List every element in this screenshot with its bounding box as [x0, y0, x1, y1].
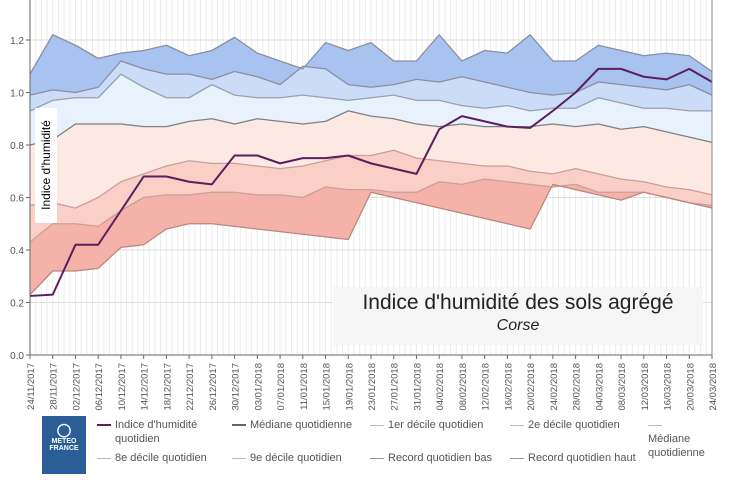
y-tick-label: 0.0: [10, 351, 24, 362]
x-tick-label: 24/11/2017: [26, 363, 37, 410]
band-1: [30, 61, 712, 111]
y-axis-label: Indice d'humidité: [39, 120, 53, 210]
legend-swatch-icon: [232, 457, 246, 459]
legend-swatch-icon: [370, 424, 384, 426]
band-5: [30, 179, 712, 295]
logo-text-2: FRANCE: [49, 445, 79, 452]
legend-label: Médiane quotidienne: [250, 419, 353, 431]
legend-label: 9e décile quotidien: [250, 452, 342, 464]
logo-emblem-icon: ◯: [56, 422, 72, 437]
y-tick-label: 0.6: [10, 194, 24, 205]
x-tick-label: 18/12/2017: [162, 363, 173, 411]
x-tick-label: 22/12/2017: [185, 363, 196, 411]
x-tick-label: 23/01/2018: [367, 363, 378, 411]
legend-label: 8e décile quotidien: [115, 452, 207, 464]
legend-swatch-icon: [648, 424, 662, 426]
legend-item[interactable]: 8e décile quotidien: [97, 451, 207, 465]
x-tick-label: 24/02/2018: [549, 363, 560, 411]
meteo-france-logo: ◯ METEO FRANCE: [42, 416, 86, 474]
y-tick-label: 0.2: [10, 299, 24, 310]
legend-item[interactable]: Médiane quotidienne: [232, 418, 352, 432]
legend-label: Indice d'humidité quotidien: [115, 419, 198, 445]
legend-label: Médiane quotidienne: [648, 433, 705, 459]
x-tick-label: 03/01/2018: [253, 363, 264, 411]
x-tick-label: 20/03/2018: [685, 363, 696, 411]
legend-label: Record quotidien bas: [388, 452, 492, 464]
band-0: [30, 34, 712, 96]
legend-swatch-icon: [510, 424, 524, 426]
legend-swatch-icon: [97, 457, 111, 459]
series-line-2: [29, 73, 712, 112]
legend-swatch-icon: [97, 424, 111, 427]
series-line-5: [29, 178, 713, 243]
legend-swatch-icon: [370, 457, 384, 459]
title-box: Indice d'humidité des sols agrégé Corse: [333, 287, 703, 345]
y-tick-label: 0.4: [10, 246, 24, 257]
legend-item[interactable]: Record quotidien haut: [510, 451, 636, 465]
x-tick-label: 30/12/2017: [231, 363, 242, 411]
chart-title: Indice d'humidité des sols agrégé: [362, 291, 674, 314]
x-tick-label: 16/03/2018: [663, 363, 674, 411]
logo-text-1: METEO: [51, 438, 77, 445]
series-line-6: [29, 183, 713, 296]
series-line-1: [29, 60, 713, 96]
y-tick-label: 1.0: [10, 89, 24, 100]
x-tick-label: 10/12/2017: [117, 363, 128, 411]
series-line-4: [29, 149, 713, 209]
series-line-0: [29, 34, 713, 75]
x-tick-label: 04/03/2018: [594, 363, 605, 411]
x-tick-label: 27/01/2018: [390, 363, 401, 411]
x-tick-label: 15/01/2018: [322, 363, 333, 411]
x-tick-label: 28/02/2018: [572, 363, 583, 411]
y-tick-label: 1.2: [10, 36, 24, 47]
legend-item[interactable]: 2e décile quotidien: [510, 418, 620, 432]
chart-subtitle: Corse: [496, 317, 540, 334]
legend-swatch-icon: [232, 424, 246, 427]
x-tick-label: 26/12/2017: [208, 363, 219, 411]
legend-item[interactable]: 1er décile quotidien: [370, 418, 483, 432]
legend-item[interactable]: 9e décile quotidien: [232, 451, 342, 465]
x-tick-label: 20/02/2018: [526, 363, 537, 411]
x-tick-label: 14/12/2017: [140, 363, 151, 411]
x-tick-label: 02/12/2017: [71, 363, 82, 411]
x-tick-label: 28/11/2017: [49, 363, 60, 410]
x-tick-label: 07/01/2018: [276, 363, 287, 411]
x-tick-label: 04/02/2018: [435, 363, 446, 411]
x-tick-label: 24/03/2018: [708, 363, 719, 411]
legend-item[interactable]: Médiane quotidienne: [648, 418, 730, 460]
legend-swatch-icon: [510, 457, 524, 459]
x-tick-label: 08/03/2018: [617, 363, 628, 411]
x-tick-label: 08/02/2018: [458, 363, 469, 411]
legend-label: 2e décile quotidien: [528, 419, 620, 431]
legend-item[interactable]: Record quotidien bas: [370, 451, 492, 465]
series-line-3: [29, 110, 713, 146]
legend-label: 1er décile quotidien: [388, 419, 484, 431]
x-tick-label: 12/02/2018: [481, 363, 492, 411]
x-tick-label: 16/02/2018: [503, 363, 514, 411]
band-4: [30, 150, 712, 243]
x-tick-label: 19/01/2018: [344, 363, 355, 411]
x-tick-label: 06/12/2017: [94, 363, 105, 411]
band-3: [30, 110, 712, 208]
y-tick-label: 0.8: [10, 141, 24, 152]
x-tick-label: 12/03/2018: [640, 363, 651, 411]
y-axis-label-box: Indice d'humidité: [35, 108, 57, 223]
x-tick-label: 31/01/2018: [412, 363, 423, 411]
legend-item[interactable]: Indice d'humidité quotidien: [97, 418, 225, 446]
legend-label: Record quotidien haut: [528, 452, 636, 464]
x-tick-label: 11/01/2018: [299, 363, 310, 410]
